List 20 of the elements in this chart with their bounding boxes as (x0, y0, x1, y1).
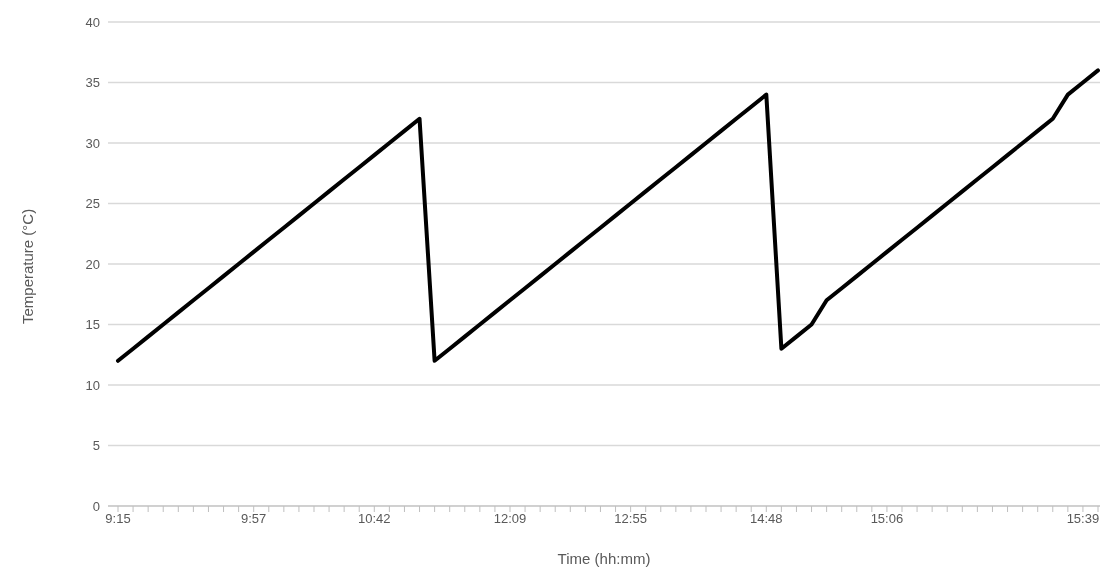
x-tick-label: 9:57 (241, 511, 267, 527)
x-tick-label: 10:42 (358, 511, 391, 527)
y-tick-label: 35 (85, 75, 100, 91)
x-tick-label: 15:39 (1066, 511, 1100, 527)
x-tick-label: 9:15 (105, 511, 131, 527)
x-tick-label: 12:09 (493, 511, 527, 527)
x-tick-label: 15:06 (870, 511, 904, 527)
line-series (116, 68, 1100, 363)
y-tick-label: 25 (85, 196, 100, 212)
y-tick-label: 0 (92, 498, 100, 514)
y-tick-label: 10 (85, 377, 100, 393)
y-tick-label: 15 (85, 317, 100, 333)
x-axis-title: Time (hh:mm) (557, 550, 651, 567)
x-tick-label: 12:55 (614, 511, 647, 527)
y-axis-title: Temperature (°C) (19, 208, 37, 324)
y-tick-label: 30 (85, 135, 100, 151)
y-tick-label: 40 (85, 14, 100, 30)
x-tick-label: 14:48 (750, 511, 783, 527)
y-tick-label: 5 (92, 438, 100, 454)
y-tick-label: 20 (85, 256, 100, 272)
